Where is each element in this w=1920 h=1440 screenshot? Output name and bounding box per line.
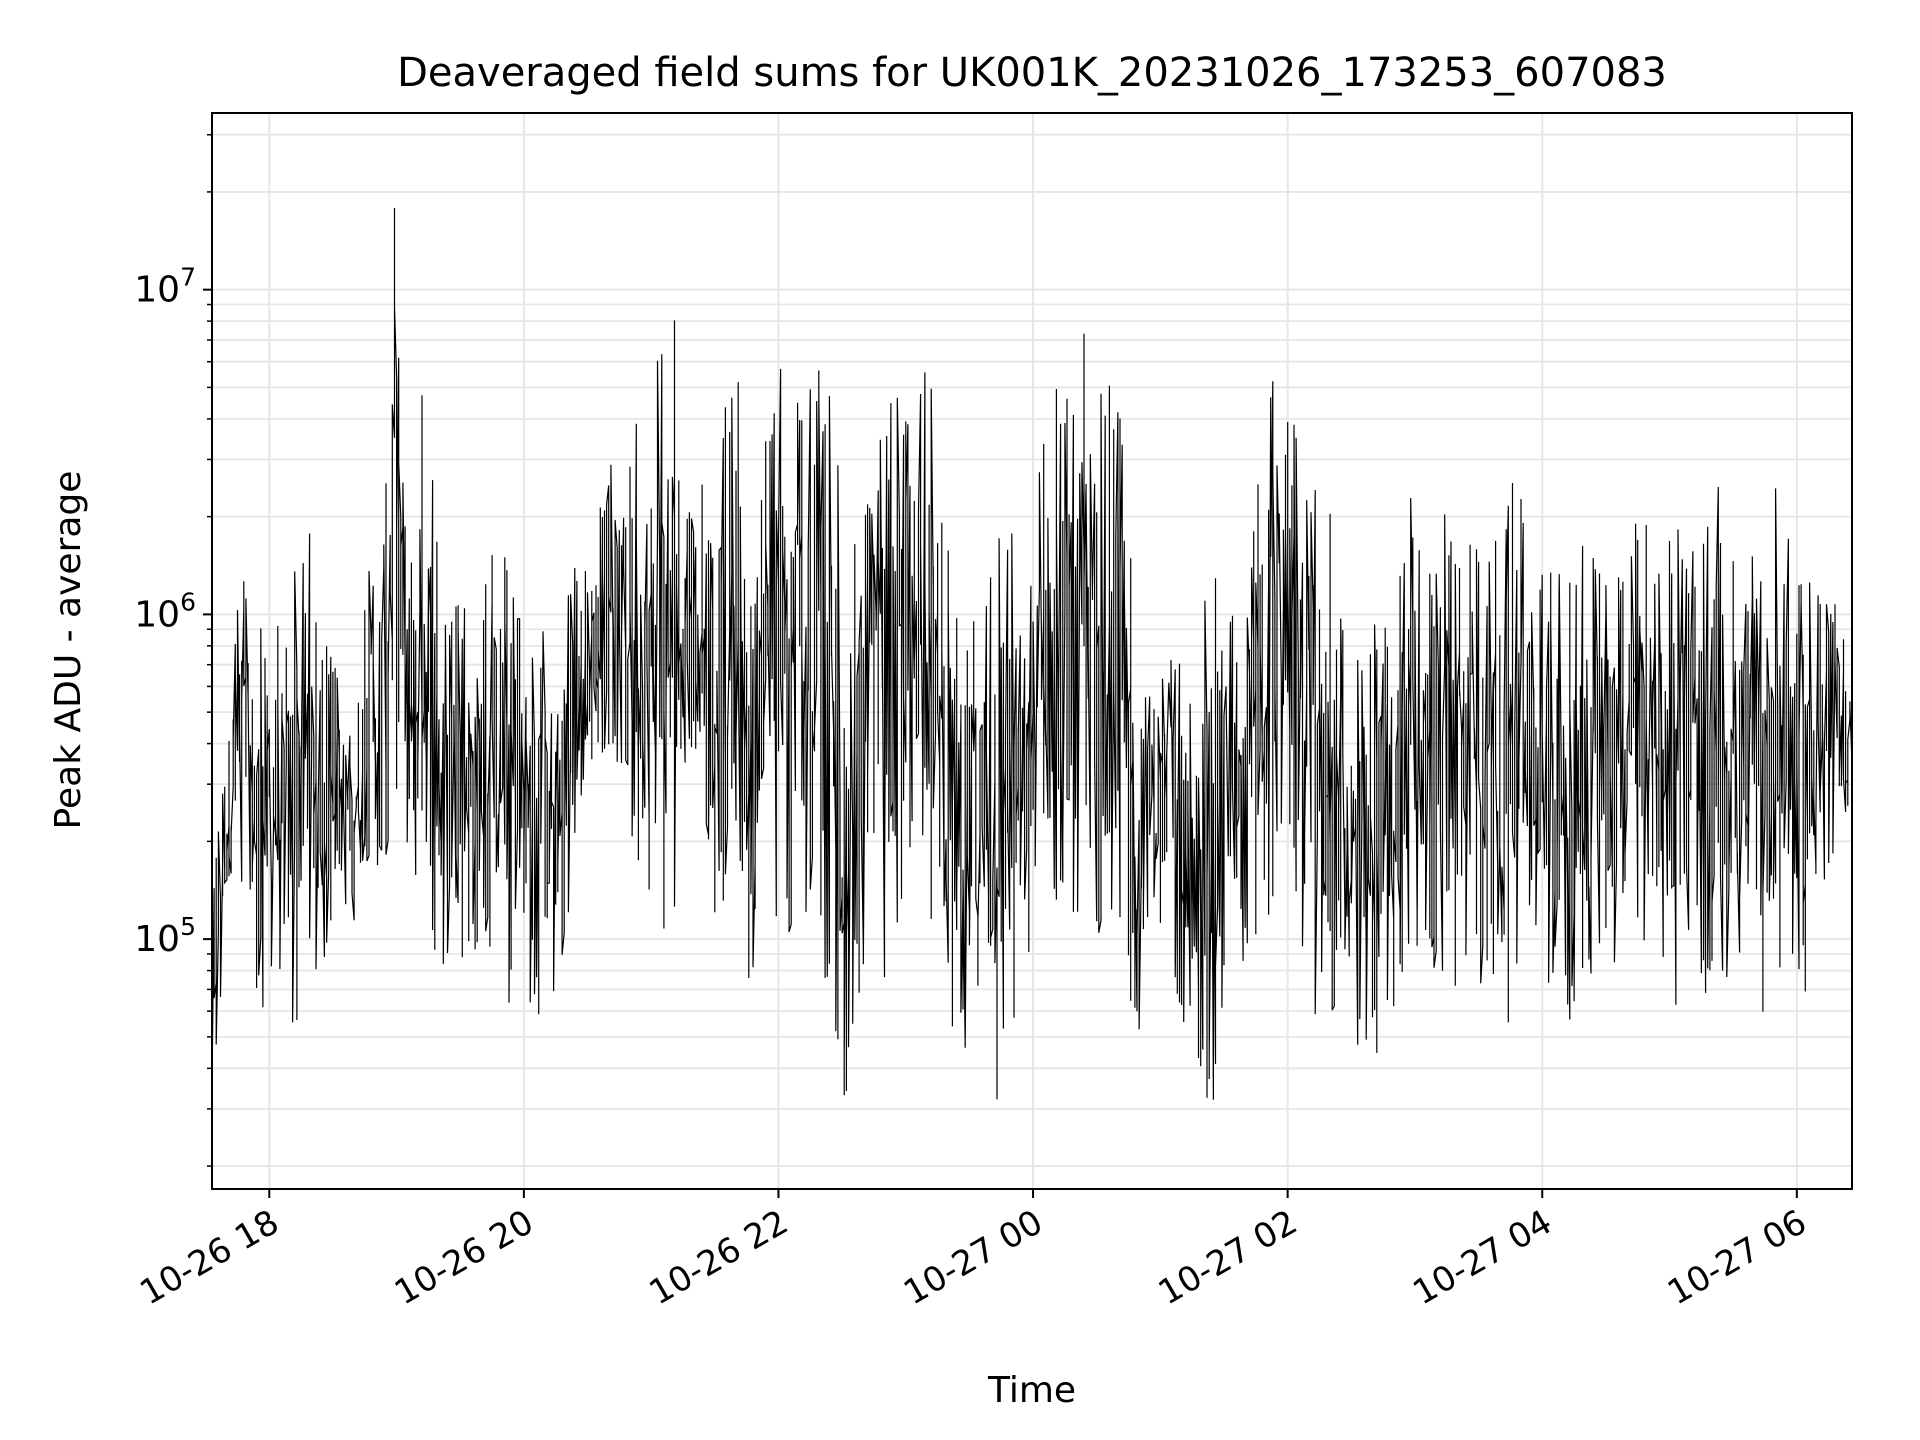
y-tick-label: 106 bbox=[134, 587, 196, 635]
y-tick-label: 107 bbox=[134, 263, 196, 311]
y-tick-base: 10 bbox=[134, 919, 180, 960]
y-tick-base: 10 bbox=[134, 270, 180, 311]
y-tick-label: 105 bbox=[134, 912, 196, 960]
data-series bbox=[211, 208, 1853, 1100]
plot-frame bbox=[211, 112, 1853, 1190]
y-tick-exponent: 6 bbox=[180, 587, 196, 616]
y-axis-label: Peak ADU - average bbox=[48, 471, 89, 830]
y-tick-exponent: 7 bbox=[180, 263, 196, 292]
y-tick-exponent: 5 bbox=[180, 912, 196, 941]
chart-title: Deaveraged field sums for UK001K_2023102… bbox=[397, 50, 1667, 96]
y-tick-base: 10 bbox=[134, 594, 180, 635]
data-line bbox=[211, 208, 1853, 1100]
x-axis-label: Time bbox=[987, 1370, 1076, 1411]
